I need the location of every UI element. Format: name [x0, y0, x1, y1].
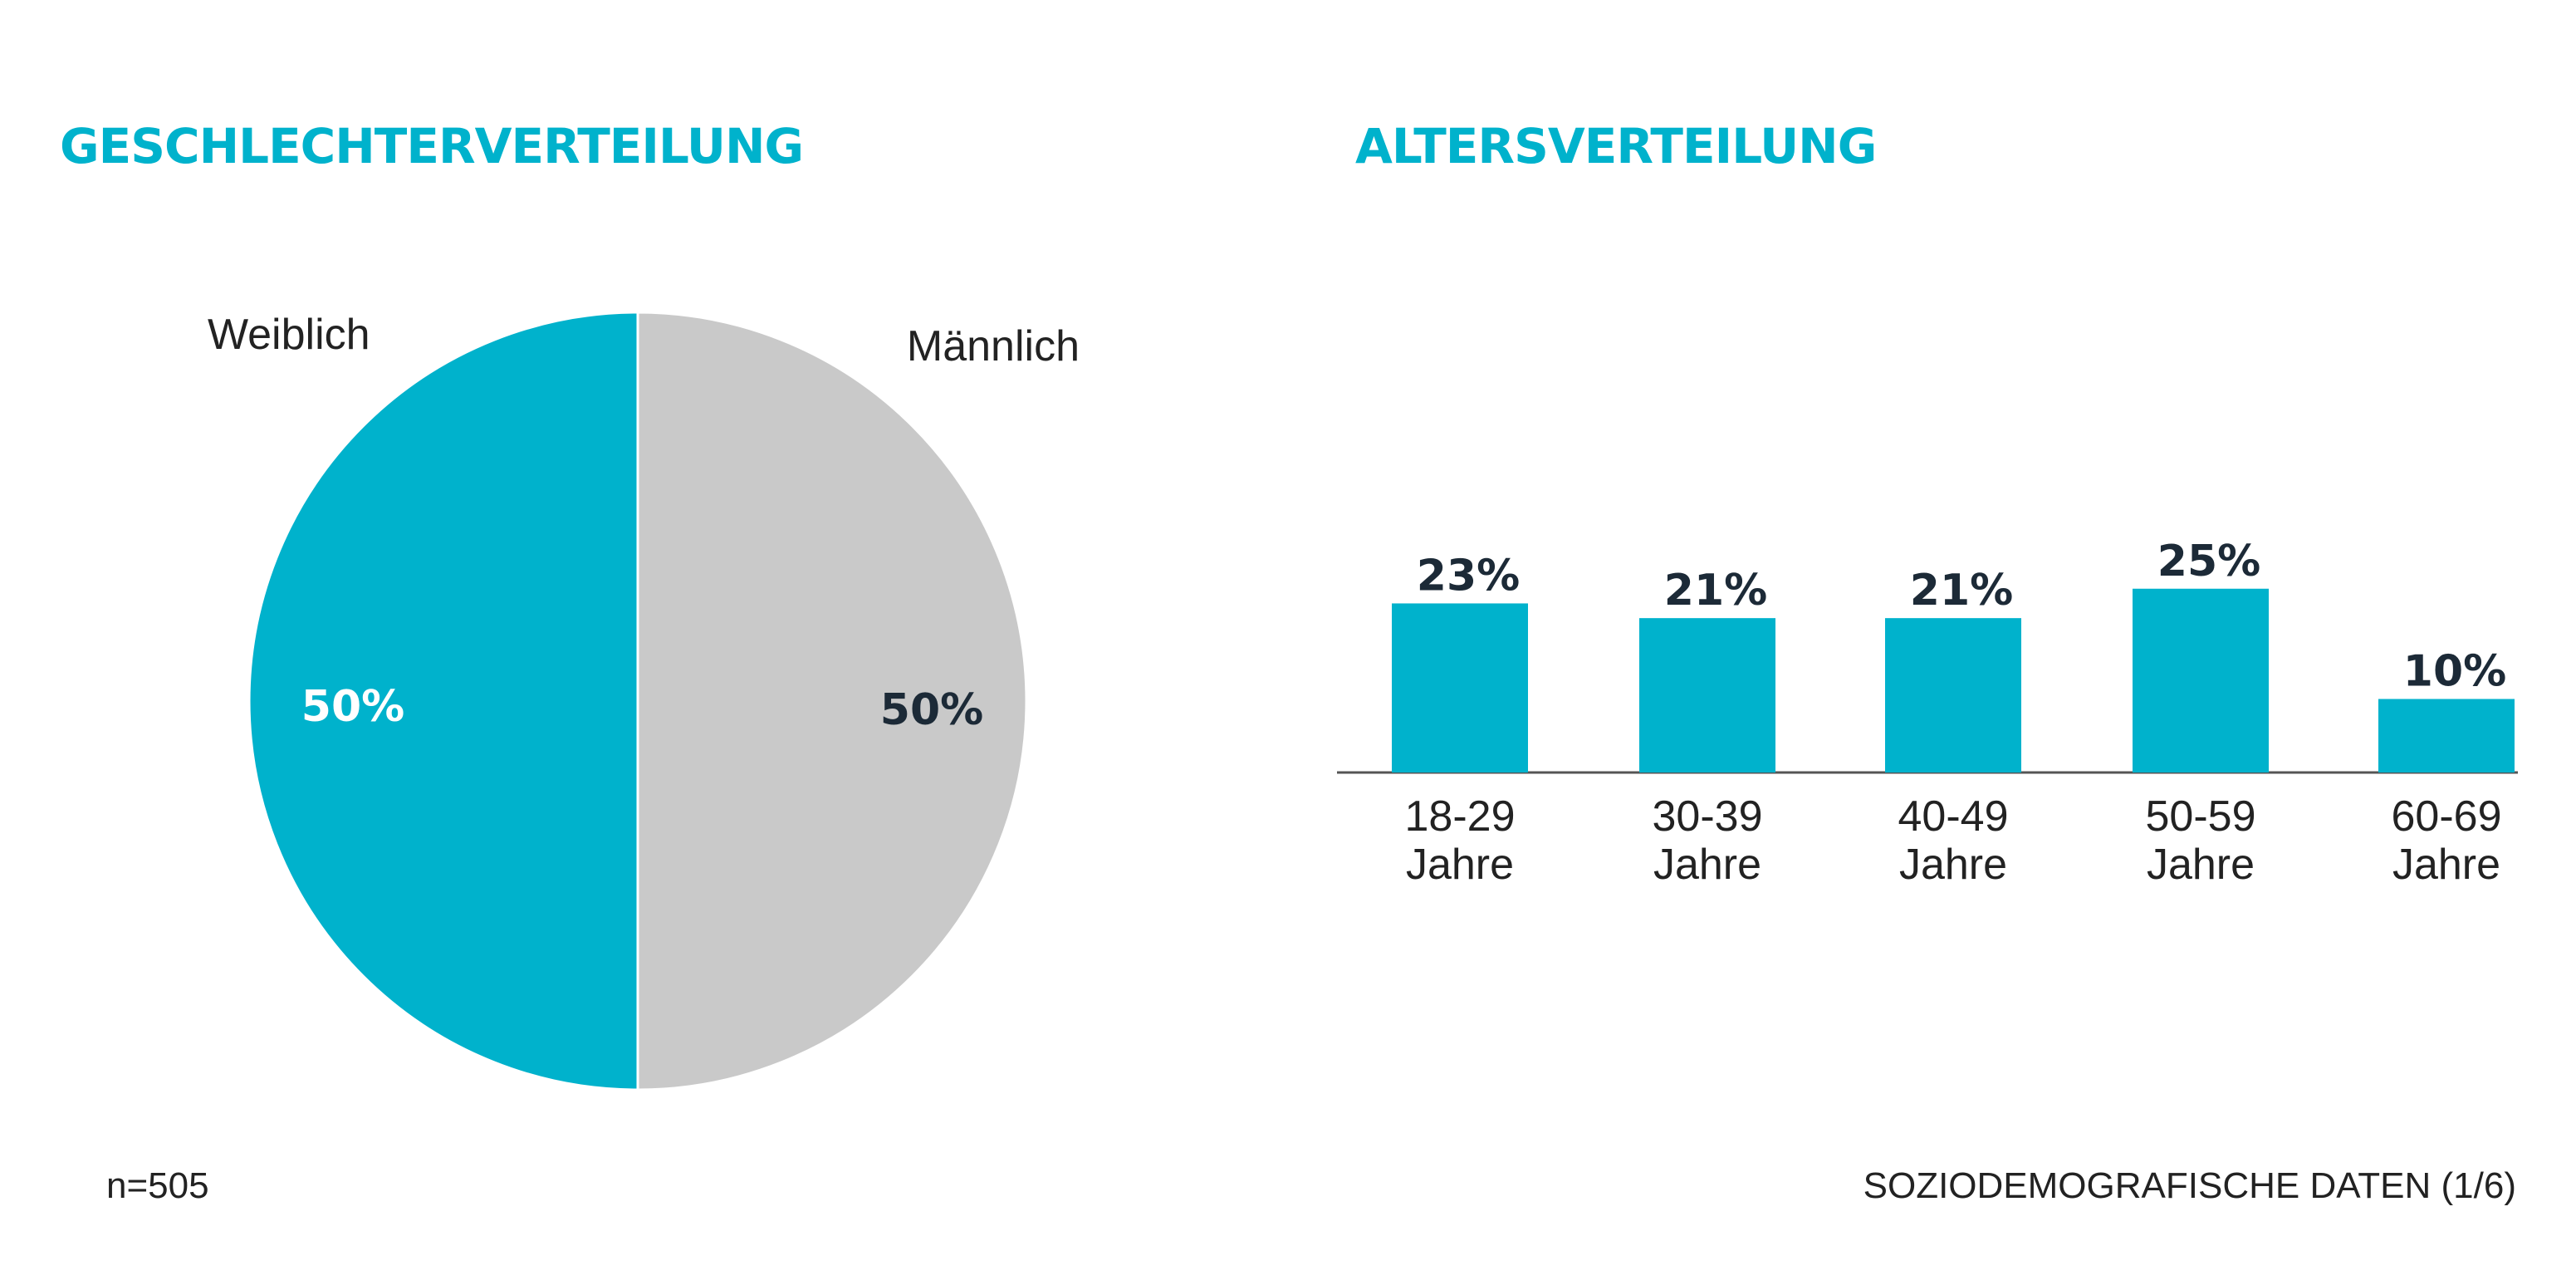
bar-category-label: 40-49 — [1898, 792, 2009, 841]
bar-18-29 — [1392, 603, 1528, 772]
pie-slice-value: 50% — [301, 682, 404, 732]
bar-value-label: 23% — [1417, 551, 1520, 601]
age-bar-chart: 23%18-29Jahre21%30-39Jahre21%40-49Jahre2… — [1337, 537, 2518, 889]
pie-slice-label: Männlich — [907, 322, 1080, 370]
gender-pie-chart: Weiblich 50% Männlich 50% — [208, 311, 1080, 1091]
bar-60-69 — [2378, 699, 2515, 772]
sample-size-note: n=505 — [106, 1165, 209, 1206]
bar-category-label: 50-59 — [2146, 792, 2256, 841]
pie-slice-value: 50% — [880, 685, 983, 735]
bar-category-unit: Jahre — [1406, 841, 1514, 889]
bar-value-label: 25% — [2157, 537, 2260, 586]
bar-category-unit: Jahre — [2147, 841, 2255, 889]
section-label: SOZIODEMOGRAFISCHE DATEN (1/6) — [1863, 1165, 2516, 1206]
bar-value-label: 10% — [2403, 647, 2506, 697]
bar-chart-title: ALTERSVERTEILUNG — [1355, 118, 1876, 174]
pie-slice-weiblich — [247, 311, 639, 1091]
bar-category-unit: Jahre — [1899, 841, 2007, 889]
pie-chart-title: GESCHLECHTERVERTEILUNG — [60, 118, 803, 174]
bar-value-label: 21% — [1910, 566, 2013, 616]
bar-category-label: 60-69 — [2392, 792, 2502, 841]
bar-category-label: 30-39 — [1653, 792, 1763, 841]
bar-category-label: 18-29 — [1405, 792, 1516, 841]
bar-value-label: 21% — [1664, 566, 1767, 616]
pie-slice-label: Weiblich — [208, 311, 370, 359]
bar-50-59 — [2133, 588, 2269, 772]
pie-slice-männlich — [636, 311, 1028, 1091]
bar-category-unit: Jahre — [1653, 841, 1761, 889]
bar-40-49 — [1885, 618, 2021, 772]
bar-30-39 — [1639, 618, 1775, 772]
bar-category-unit: Jahre — [2392, 841, 2500, 889]
